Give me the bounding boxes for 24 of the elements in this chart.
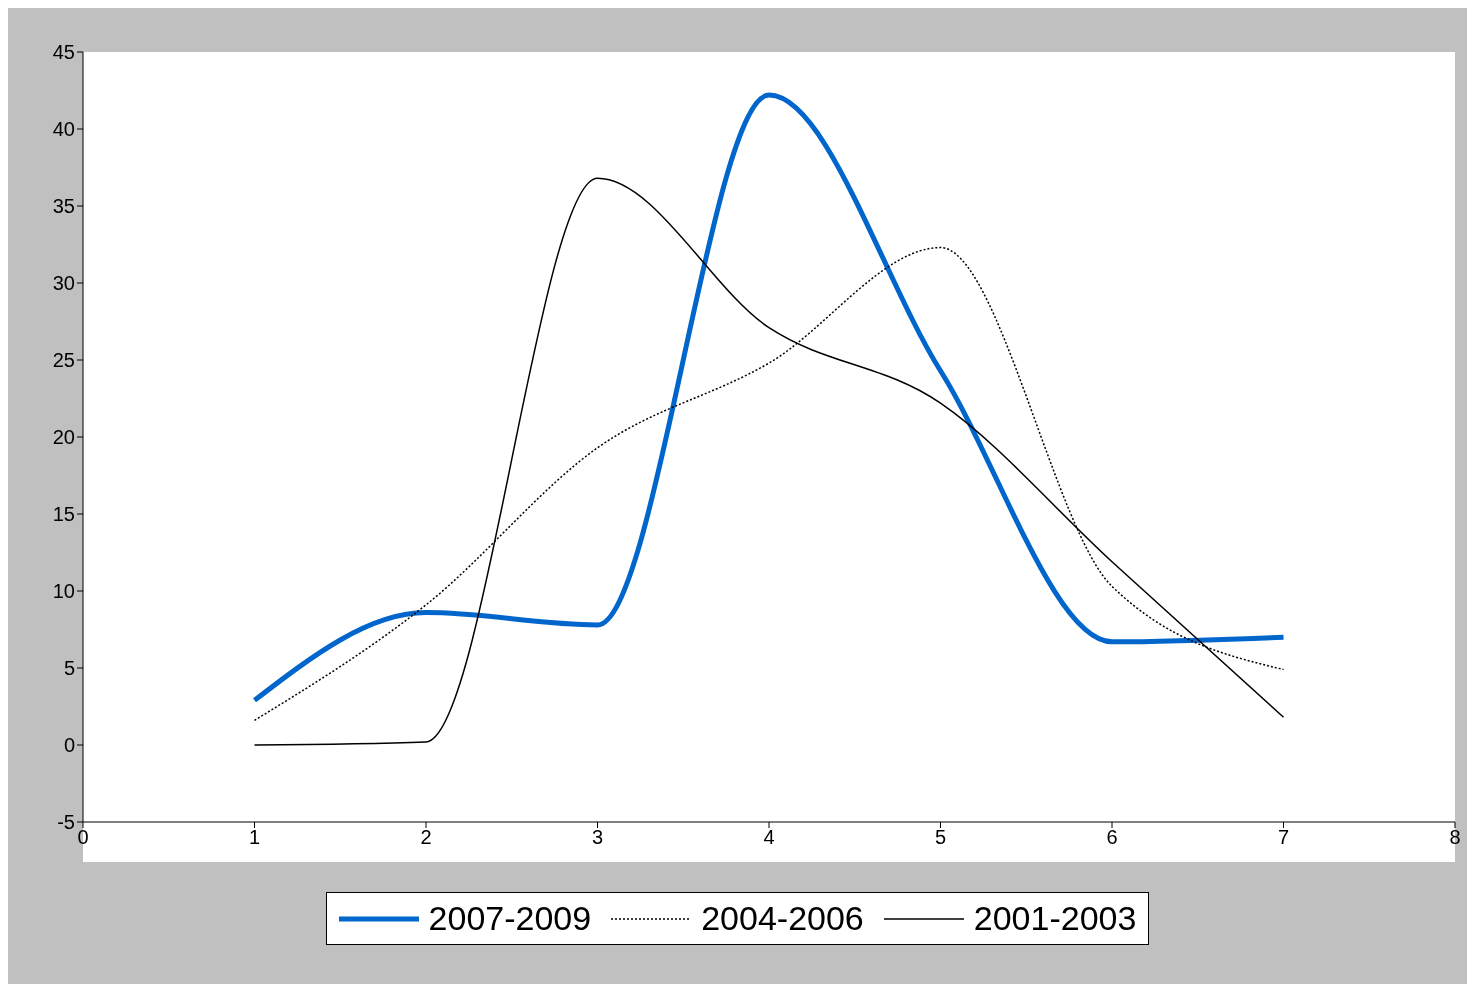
legend-label: 2004-2006	[701, 899, 864, 938]
y-tick-label: 5	[63, 657, 75, 680]
y-tick-label: -5	[57, 811, 75, 834]
legend-label: 2001-2003	[973, 899, 1137, 938]
x-tick-label: 3	[591, 826, 604, 849]
legend-label: 2007-2009	[428, 899, 592, 938]
x-tick-label: 0	[77, 826, 89, 849]
y-tick-label: 20	[52, 426, 75, 449]
y-tick-label: 40	[52, 118, 75, 141]
x-tick-label: 1	[248, 826, 261, 849]
y-tick-label: 30	[52, 272, 75, 295]
line-series	[253, 177, 1285, 746]
x-tick-label: 8	[1449, 826, 1461, 849]
y-tick-label: 45	[52, 41, 75, 64]
x-tick-label: 7	[1277, 826, 1290, 849]
y-tick-label: 15	[52, 503, 75, 526]
y-tick-label: 35	[52, 195, 75, 218]
x-tick-label: 5	[934, 826, 947, 849]
x-tick-label: 6	[1106, 826, 1118, 849]
y-tick-label: 10	[52, 580, 75, 603]
x-tick-label: 2	[420, 826, 432, 849]
y-tick-label: 25	[52, 349, 75, 372]
y-tick-label: 0	[63, 734, 75, 757]
x-tick-label: 4	[763, 826, 775, 849]
